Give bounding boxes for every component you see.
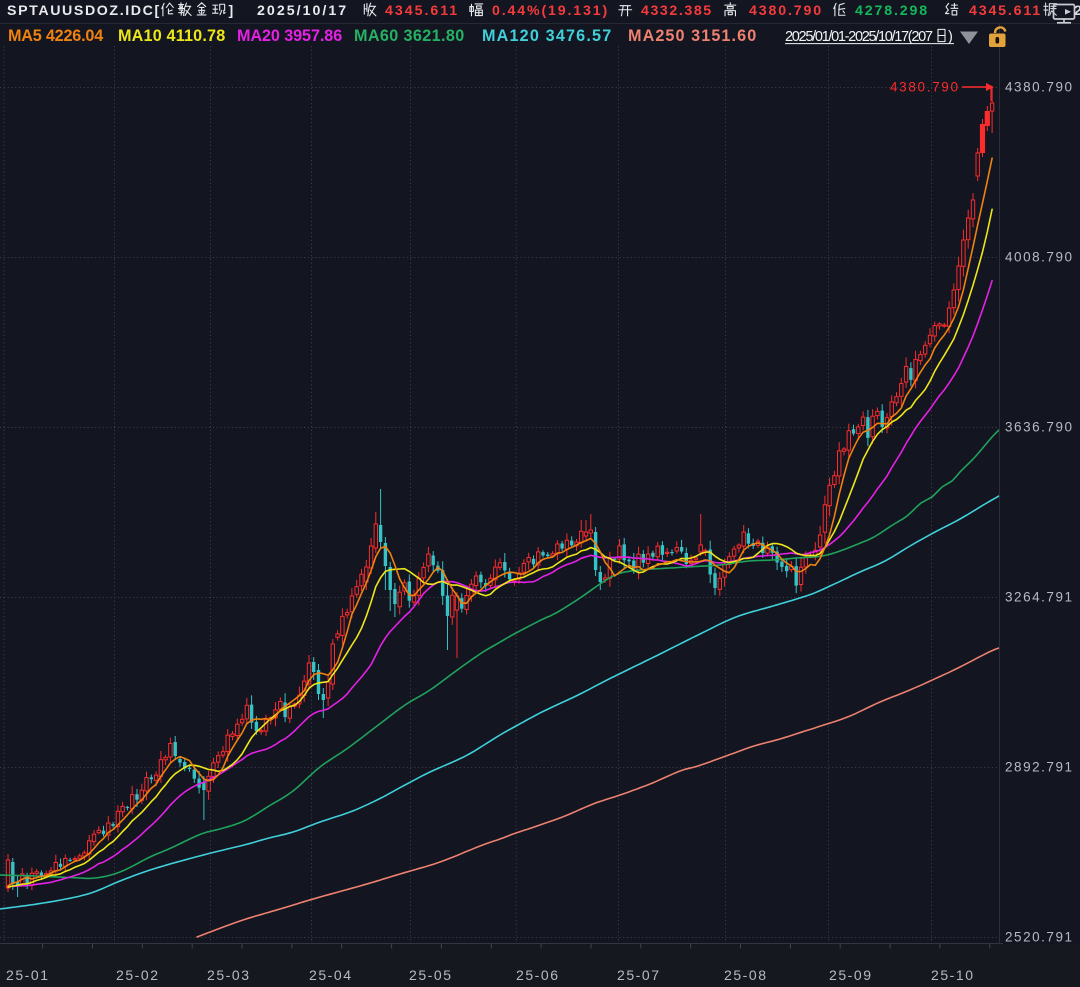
svg-text:25-08: 25-08 <box>724 967 766 983</box>
svg-text:MA250 3151.60: MA250 3151.60 <box>628 27 756 45</box>
svg-text:4380.790: 4380.790 <box>890 80 958 95</box>
svg-text:25-01: 25-01 <box>6 967 48 983</box>
svg-text:4008.790: 4008.790 <box>1005 250 1072 265</box>
svg-text:2025/01/01-2025/10/17(207: 2025/01/01-2025/10/17(207 <box>785 29 933 45</box>
svg-text:25-07: 25-07 <box>617 967 659 983</box>
svg-text:4345.611: 4345.611 <box>385 3 457 19</box>
svg-text:2520.791: 2520.791 <box>1005 930 1072 945</box>
svg-text:MA60 3621.80: MA60 3621.80 <box>354 27 464 45</box>
svg-text:25-02: 25-02 <box>116 967 158 983</box>
svg-text:25-10: 25-10 <box>931 967 973 983</box>
svg-text:4332.385: 4332.385 <box>641 3 711 19</box>
svg-text:25-05: 25-05 <box>409 967 451 983</box>
svg-text:2: 2 <box>1074 3 1080 19</box>
svg-text:4380.790: 4380.790 <box>749 3 821 19</box>
svg-text:): ) <box>948 29 953 45</box>
svg-text:]: ] <box>229 3 234 19</box>
svg-text:2892.791: 2892.791 <box>1005 760 1072 775</box>
svg-text:4345.611: 4345.611 <box>969 3 1040 19</box>
svg-text:3264.791: 3264.791 <box>1005 590 1072 605</box>
svg-text:MA5 4226.04: MA5 4226.04 <box>8 27 103 45</box>
svg-text:0.44%(19.131): 0.44%(19.131) <box>492 3 607 19</box>
svg-text:25-04: 25-04 <box>309 967 351 983</box>
svg-text:MA20 3957.86: MA20 3957.86 <box>237 27 342 45</box>
svg-text:3636.790: 3636.790 <box>1005 420 1072 435</box>
svg-text:25-03: 25-03 <box>207 967 249 983</box>
svg-text:2025/10/17: 2025/10/17 <box>257 3 346 19</box>
svg-text:25-09: 25-09 <box>829 967 871 983</box>
svg-text:4278.298: 4278.298 <box>855 3 927 19</box>
svg-text:4380.790: 4380.790 <box>1005 80 1072 95</box>
svg-text:25-06: 25-06 <box>516 967 558 983</box>
svg-text:MA120 3476.57: MA120 3476.57 <box>482 27 611 45</box>
svg-text:MA10 4110.78: MA10 4110.78 <box>118 27 225 45</box>
